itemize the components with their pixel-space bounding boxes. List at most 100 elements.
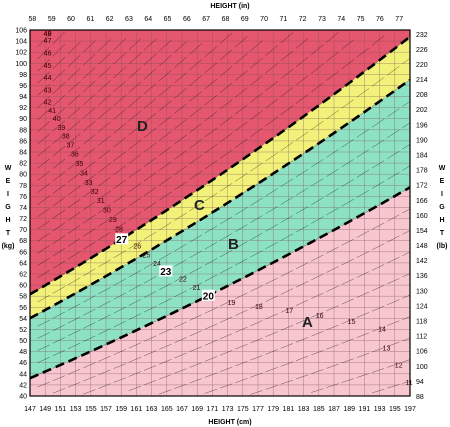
bmi-line-segment <box>402 273 410 278</box>
bmi-label-23: 23 <box>160 267 172 278</box>
bmi-line-segment <box>83 53 96 66</box>
bmi-line-segment <box>341 39 354 50</box>
bmi-line-segment <box>219 149 233 159</box>
bmi-line-segment <box>37 121 50 133</box>
bmi-line-segment <box>52 133 66 144</box>
bmi-line-segment <box>189 314 202 321</box>
bmi-line-segment <box>219 116 233 126</box>
x-top-tick-label: 66 <box>183 16 191 23</box>
bmi-line-segment <box>113 137 126 148</box>
bmi-line-segment <box>219 333 233 340</box>
bmi-label-31: 31 <box>97 198 105 205</box>
bmi-line-segment <box>83 120 96 132</box>
bmi-line-segment <box>83 308 96 316</box>
x-top-axis-title: HEIGHT (in) <box>210 3 249 10</box>
bmi-line-segment <box>387 384 400 389</box>
y-left-tick-label: 82 <box>19 161 27 168</box>
bmi-line-segment <box>37 332 50 339</box>
bmi-line-segment <box>98 314 111 322</box>
bmi-line-segment <box>159 298 172 305</box>
bmi-line-segment <box>83 362 96 369</box>
bmi-line-segment <box>311 44 324 55</box>
bmi-line-segment <box>159 115 172 126</box>
bmi-line-segment <box>98 369 111 376</box>
y-right-tick-label: 220 <box>416 62 428 69</box>
bmi-line-segment <box>235 361 248 367</box>
bmi-line-segment <box>189 75 202 86</box>
bmi-line-segment <box>280 233 294 241</box>
bmi-line-segment <box>219 183 233 192</box>
x-bottom-tick-label: 187 <box>328 406 340 413</box>
bmi-line-segment <box>67 342 81 350</box>
bmi-line-segment <box>37 170 50 181</box>
bmi-line-segment <box>326 188 339 196</box>
y-right-tick-label: 226 <box>416 47 428 54</box>
bmi-line-segment <box>295 75 309 86</box>
bmi-line-segment <box>98 328 111 335</box>
bmi-line-segment <box>204 144 218 154</box>
bmi-line-segment <box>356 271 370 278</box>
y-left-tick-label: 88 <box>19 127 27 134</box>
bmi-line-segment <box>387 235 400 243</box>
bmi-line-segment <box>311 369 324 374</box>
y-left-tick-label: 96 <box>19 83 27 90</box>
bmi-line-segment <box>371 264 385 271</box>
bmi-line-segment <box>341 238 354 246</box>
bmi-line-segment <box>98 355 111 362</box>
bmi-line-segment <box>98 176 111 187</box>
bmi-line-segment <box>52 31 66 45</box>
x-bottom-axis-title: HEIGHT (cm) <box>208 419 251 426</box>
bmi-line-segment <box>174 119 187 129</box>
bmi-line-segment <box>371 368 385 373</box>
zone-label-b: B <box>228 236 239 253</box>
bmi-label-15: 15 <box>348 319 356 326</box>
bmi-line-segment <box>143 157 157 167</box>
y-left-label-char: H <box>5 217 10 224</box>
bmi-line-segment <box>159 374 172 380</box>
x-top-tick-label: 65 <box>164 16 172 23</box>
bmi-line-segment <box>128 139 142 150</box>
y-left-tick-label: 68 <box>19 238 27 245</box>
bmi-line-segment <box>341 358 354 364</box>
bmi-line-segment <box>280 87 294 97</box>
bmi-line-segment <box>219 300 233 307</box>
bmi-line-segment <box>219 233 233 241</box>
bmi-line-segment <box>265 313 278 320</box>
bmi-line-segment <box>219 350 233 356</box>
bmi-line-segment <box>204 111 218 122</box>
zone-a <box>30 187 410 396</box>
bmi-line-segment <box>204 78 218 90</box>
bmi-line-segment <box>143 350 157 357</box>
bmi-line-segment <box>159 389 172 395</box>
bmi-line-segment <box>265 81 278 91</box>
y-left-tick-label: 92 <box>19 105 27 112</box>
axis-ticks: 58 59 60 61 62 63 64 65 66 67 68 69 70 71 72 73 74 75 76 77… <box>15 16 427 413</box>
bmi-line-segment <box>326 149 339 158</box>
x-top-tick-label: 74 <box>337 16 345 23</box>
bmi-line-segment <box>52 158 66 169</box>
bmi-line-segment <box>174 134 187 145</box>
bmi-line-segment <box>52 184 66 194</box>
bmi-line-segment <box>295 168 309 178</box>
y-left-tick-label: 54 <box>19 316 27 323</box>
bmi-line-segment <box>295 206 309 214</box>
bmi-line-segment <box>356 251 370 258</box>
bmi-line-segment <box>52 209 66 219</box>
bmi-line-segment <box>356 230 370 238</box>
x-top-tick-label: 58 <box>29 16 37 23</box>
bmi-line-segment <box>52 375 66 382</box>
boundary-bmi-20 <box>30 186 410 380</box>
bmi-line-segment <box>128 81 142 93</box>
y-left-tick-label: 60 <box>19 283 27 290</box>
y-right-tick-label: 208 <box>416 92 428 99</box>
bmi-line-segment <box>219 66 233 77</box>
bmi-line-segment <box>371 305 385 312</box>
y-left-tick-label: 104 <box>15 39 27 46</box>
bmi-line-segment <box>219 49 233 61</box>
bmi-label-21: 21 <box>193 285 201 292</box>
bmi-line-segment <box>326 246 339 254</box>
bmi-line-segment <box>265 98 278 109</box>
bmi-line-segment <box>83 201 96 211</box>
bmi-line-segment <box>128 342 142 349</box>
